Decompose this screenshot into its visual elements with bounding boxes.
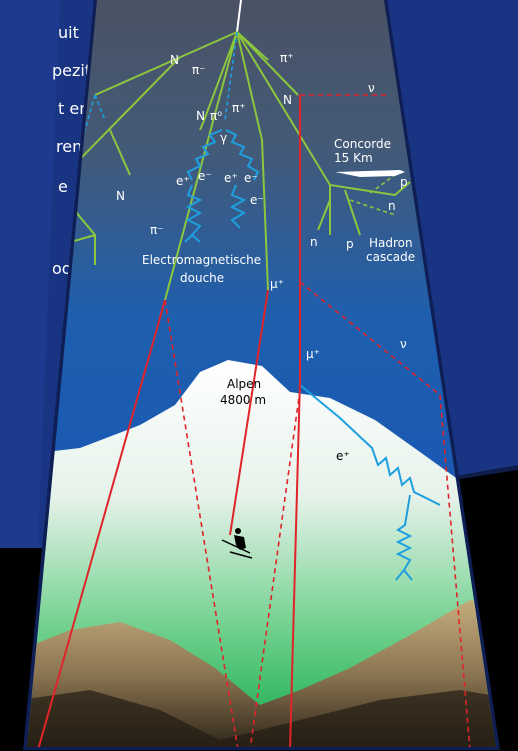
primary-ray	[236, 0, 242, 33]
label: e⁻	[250, 193, 264, 207]
label: π⁻	[192, 63, 206, 77]
side-line: ren	[56, 137, 82, 156]
label: n	[310, 235, 318, 249]
label: e⁺	[224, 171, 238, 185]
skier	[221, 528, 253, 559]
side-line: t en	[58, 99, 89, 118]
em-shower	[184, 129, 441, 581]
label: Electromagnetische	[142, 253, 261, 267]
label: e⁻	[244, 171, 258, 185]
label: N	[283, 93, 292, 107]
label: p	[346, 237, 354, 251]
label: cascade	[366, 250, 415, 264]
label: μ⁺	[306, 347, 320, 361]
label: μ⁺	[270, 277, 284, 291]
muon-tracks	[37, 94, 471, 747]
side-line: e	[58, 177, 68, 196]
side-line: pezit-	[52, 61, 97, 80]
label: e⁺	[176, 174, 190, 188]
label: 15 Km	[334, 151, 373, 165]
label: γ	[220, 131, 227, 145]
label: douche	[180, 271, 224, 285]
label: Concorde	[334, 137, 391, 151]
label: e⁺	[336, 449, 350, 463]
label: π⁰	[210, 109, 222, 123]
label: p	[400, 175, 408, 189]
label: π⁺	[232, 101, 246, 115]
labels: N π⁻ π⁺ N ν N π⁰ π⁺ γ Concorde 15 Km e⁺ …	[116, 51, 415, 463]
label: ν	[400, 337, 407, 351]
label: N	[116, 189, 125, 203]
side-line: uit	[58, 23, 79, 42]
label: N	[170, 53, 179, 67]
label: 4800 m	[220, 393, 266, 407]
label: N	[196, 109, 205, 123]
label: ν	[368, 81, 375, 95]
label: n	[388, 199, 396, 213]
label: e⁻	[198, 169, 212, 183]
hill-shade	[27, 690, 496, 747]
concorde-plane	[335, 170, 405, 177]
label: Hadron	[369, 236, 413, 250]
label: π⁻	[150, 223, 164, 237]
label: Alpen	[227, 377, 261, 391]
label: π⁺	[280, 51, 294, 65]
